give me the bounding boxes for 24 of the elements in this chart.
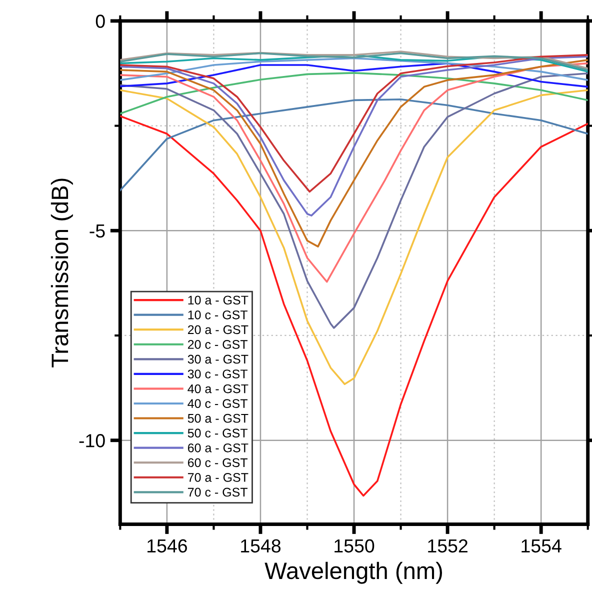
legend-label: 70 a - GST — [188, 473, 248, 482]
legend-label: 70 c - GST — [188, 488, 248, 497]
legend-label: 50 c - GST — [188, 428, 248, 438]
legend-label: 50 a - GST — [188, 414, 248, 423]
legend-label: 40 a - GST — [188, 384, 248, 394]
legend-label: 40 c - GST — [188, 399, 248, 408]
x-tick-label: 1552 — [428, 539, 468, 553]
legend-label: 30 c - GST — [188, 370, 248, 378]
x-axis-title: Wavelength (nm) — [264, 562, 442, 584]
x-tick-label: 1546 — [148, 539, 187, 553]
legend-label: 20 c - GST — [188, 340, 248, 349]
x-tick-label: 1550 — [334, 539, 374, 553]
y-tick-label: -5 — [90, 224, 105, 238]
legend-label: 60 a - GST — [188, 443, 248, 452]
y-tick-label: 0 — [96, 14, 105, 28]
legend-label: 60 c - GST — [188, 458, 248, 468]
y-tick-label: -10 — [79, 434, 105, 448]
legend-label: 10 c - GST — [188, 310, 248, 320]
legend-label: 20 a - GST — [188, 325, 248, 334]
legend-label: 30 a - GST — [188, 354, 248, 364]
y-axis-title: Transmission (dB) — [50, 178, 73, 368]
legend-label: 10 a - GST — [188, 296, 248, 305]
x-tick-label: 1554 — [522, 539, 562, 553]
x-tick-label: 1548 — [241, 539, 281, 553]
